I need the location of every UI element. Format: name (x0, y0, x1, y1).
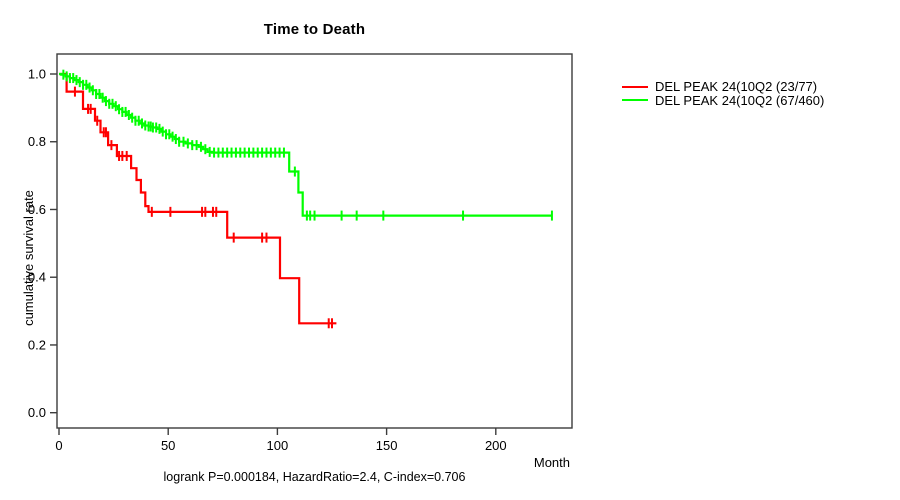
y-tick-label: 1.0 (28, 67, 46, 82)
stats-caption: logrank P=0.000184, HazardRatio=2.4, C-i… (163, 470, 466, 484)
y-tick-label: 0.8 (28, 134, 46, 149)
legend-label: DEL PEAK 24(10Q2 (23/77) (655, 79, 818, 94)
legend: DEL PEAK 24(10Q2 (23/77) DEL PEAK 24(10Q2… (622, 80, 824, 107)
y-tick-label: 0.6 (28, 202, 46, 217)
y-tick-label: 0.2 (28, 337, 46, 352)
km-curve-green (59, 72, 552, 217)
plot-border (56, 53, 573, 429)
x-tick-label: 200 (485, 438, 507, 453)
legend-line-swatch-green (622, 99, 648, 102)
legend-line-swatch-red (622, 85, 648, 88)
x-axis-label: Month (533, 455, 570, 470)
x-tick-label: 0 (55, 438, 62, 453)
legend-item: DEL PEAK 24(10Q2 (23/77) (622, 80, 824, 94)
km-curve-red (59, 72, 337, 325)
legend-label: DEL PEAK 24(10Q2 (67/460) (655, 92, 825, 108)
x-tick-label: 50 (161, 438, 175, 453)
x-tick-label: 100 (267, 438, 289, 453)
legend-item: DEL PEAK 24(10Q2 (67/460) (622, 92, 825, 108)
y-tick-label: 0.0 (28, 405, 46, 420)
plot-title: Time to Death (263, 21, 366, 38)
x-tick-label: 150 (376, 438, 398, 453)
y-tick-label: 0.4 (28, 270, 46, 285)
